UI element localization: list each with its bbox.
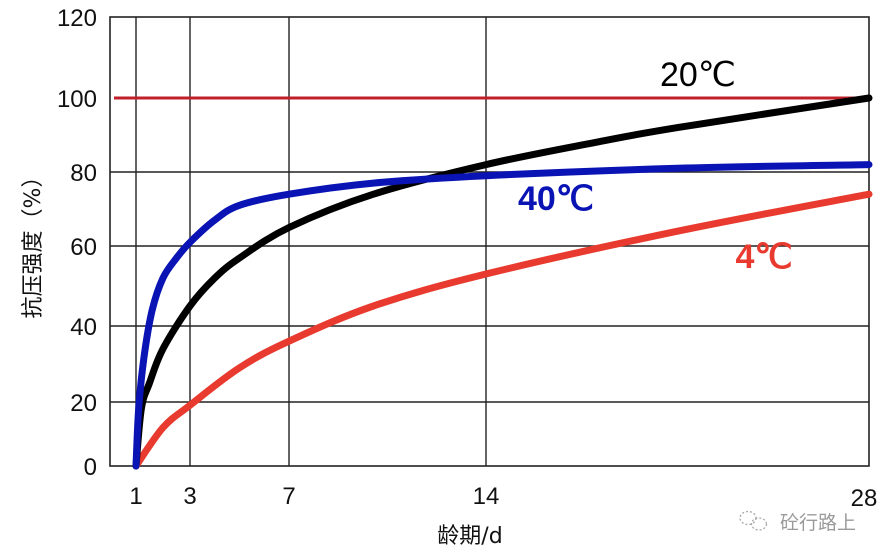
y-tick-label: 40 — [70, 314, 97, 341]
series-line-40c — [132, 161, 873, 470]
watermark-text: 砼行路上 — [780, 512, 856, 534]
y-tick-label: 60 — [70, 234, 97, 261]
plot-frame — [109, 16, 870, 467]
x-tick-label: 1 — [129, 483, 142, 510]
x-axis-title: 龄期/d — [437, 524, 502, 549]
wechat-icon — [739, 510, 768, 531]
series-labels: 20℃ 40℃ 4℃ — [518, 56, 793, 276]
watermark: 砼行路上 — [739, 510, 856, 534]
y-axis-ticks: 0 20 40 60 80 100 120 — [57, 5, 97, 481]
y-axis-title: 抗压强度（%） — [21, 166, 46, 319]
series-label: 4℃ — [735, 238, 792, 276]
y-tick-label: 100 — [57, 86, 97, 113]
y-tick-label: 0 — [84, 454, 97, 481]
x-tick-label: 14 — [473, 483, 500, 510]
y-tick-label: 80 — [70, 160, 97, 187]
series-label: 40℃ — [518, 180, 594, 218]
x-axis-ticks: 1 3 7 14 28 — [129, 483, 877, 512]
y-tick-label: 120 — [57, 5, 97, 32]
plot-grid — [109, 16, 870, 467]
series-lines — [132, 94, 873, 470]
series-line-20c — [132, 94, 873, 470]
x-tick-label: 7 — [282, 483, 295, 510]
series-line-4c — [132, 190, 873, 470]
x-tick-label: 28 — [851, 485, 878, 512]
x-tick-label: 3 — [183, 483, 196, 510]
y-tick-label: 20 — [70, 390, 97, 417]
series-label: 20℃ — [660, 56, 736, 94]
